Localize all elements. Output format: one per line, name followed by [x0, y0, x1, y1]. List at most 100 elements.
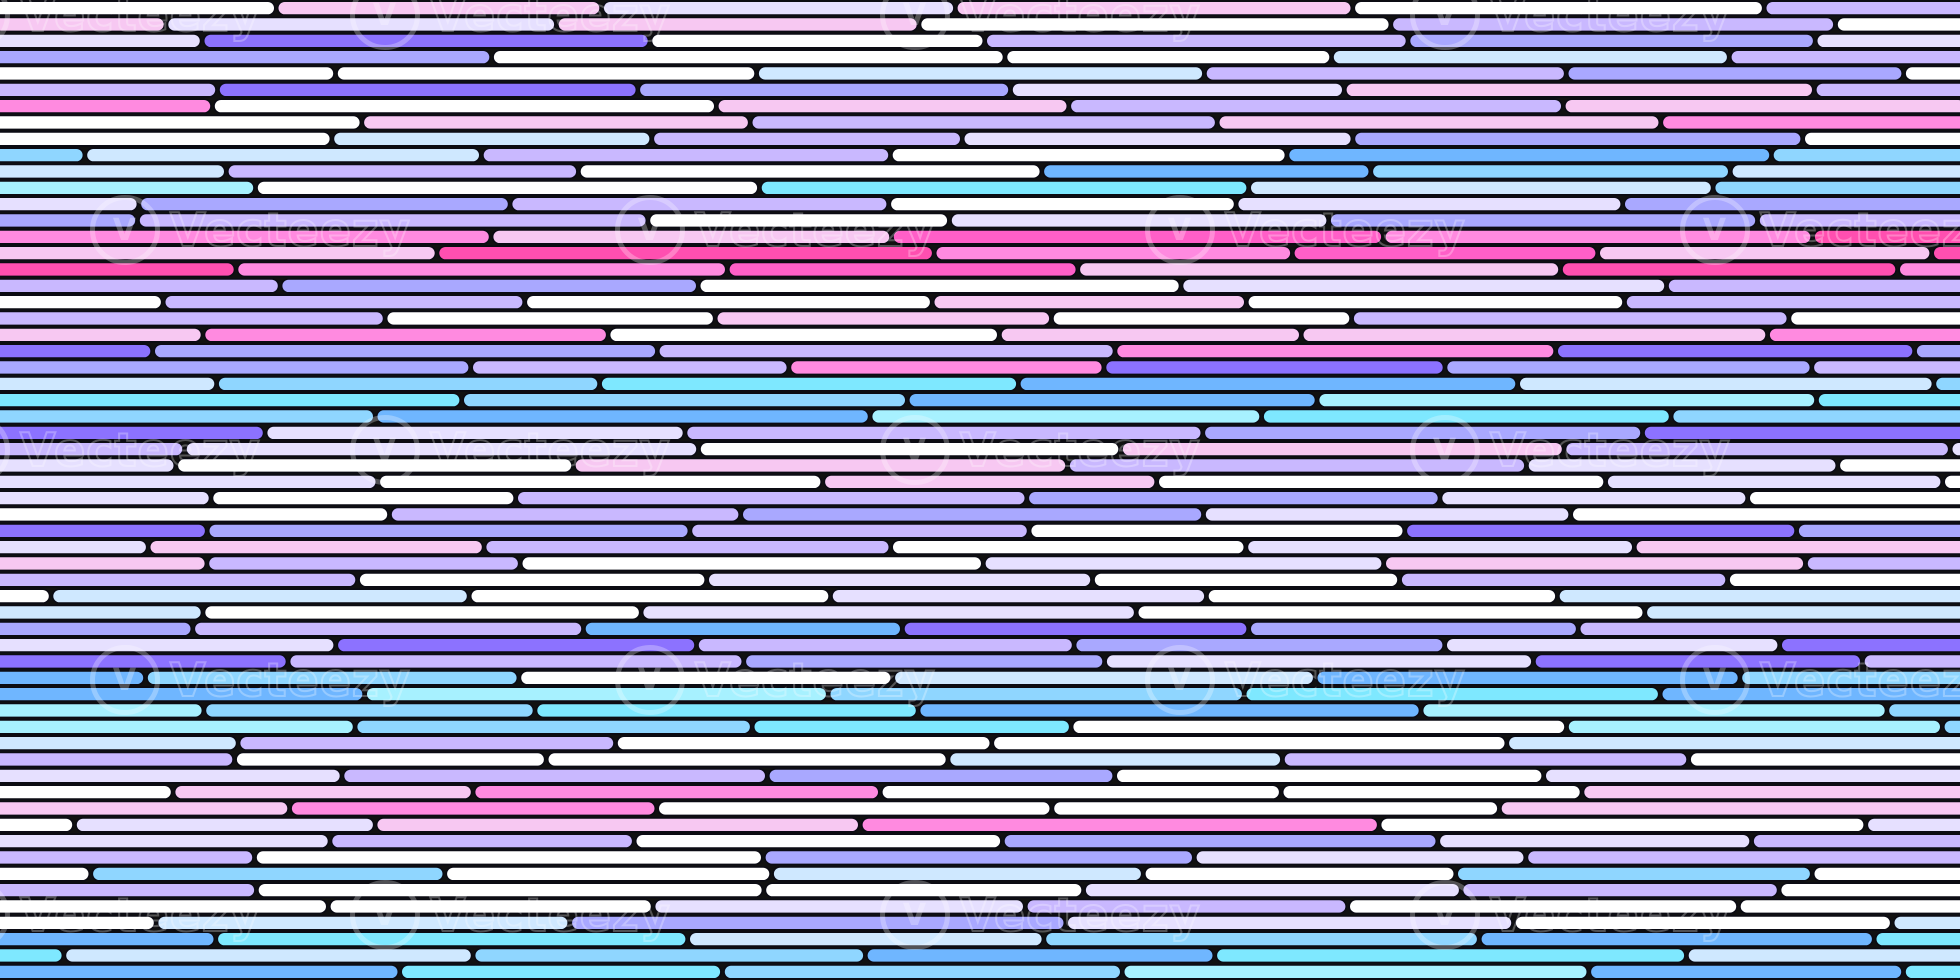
pattern-bar: [685, 425, 1203, 441]
pattern-bar: [1768, 327, 1960, 343]
pattern-bar: [1813, 229, 1960, 245]
pattern-bar: [699, 441, 1120, 457]
pattern-bar: [0, 653, 288, 670]
pattern-bar: [156, 915, 570, 931]
pattern-bar: [0, 49, 491, 65]
pattern-bar: [332, 131, 651, 147]
pattern-bar: [328, 898, 653, 915]
pattern-bar: [1567, 719, 1942, 735]
pattern-bar: [0, 82, 217, 98]
pattern-bar: [760, 180, 1249, 196]
pattern-bar: [1561, 261, 1897, 278]
pattern-bar: [1739, 898, 1960, 915]
pattern-bar: [789, 359, 1104, 376]
pattern-bar: [355, 719, 752, 735]
pattern-bar: [1115, 343, 1555, 359]
pattern-bar: [650, 33, 985, 49]
pattern-bar: [437, 245, 934, 261]
pattern-bar: [0, 523, 207, 539]
pattern-bar: [1740, 670, 1960, 686]
pattern-bar: [1589, 964, 1903, 980]
pattern-bar: [471, 359, 789, 376]
pattern-bar: [1815, 33, 1960, 49]
pattern-bar: [716, 98, 1069, 114]
pattern-bar: [0, 441, 184, 457]
pattern-bar: [0, 131, 332, 147]
pattern-bar: [473, 947, 865, 964]
pattern-bar: [0, 572, 357, 588]
pattern-bar: [1932, 245, 1960, 261]
pattern-bar: [831, 588, 1206, 604]
pattern-bar: [1084, 882, 1461, 898]
pattern-bar: [0, 637, 335, 653]
pattern-bar: [362, 114, 750, 131]
pattern-bar: [763, 849, 1194, 866]
pattern-bar: [1566, 65, 1903, 82]
pattern-bar: [519, 670, 893, 686]
pattern-bar: [1408, 33, 1815, 49]
pattern-bar: [1661, 114, 1960, 131]
pattern-bar: [1527, 457, 1838, 474]
pattern-bar: [0, 588, 51, 604]
pattern-bar: [767, 768, 1114, 784]
pattern-bar: [256, 180, 759, 196]
pattern-bar: [1623, 196, 1960, 212]
pattern-bar: [1731, 163, 1960, 180]
pattern-bar: [218, 82, 638, 98]
pattern-bar: [138, 212, 648, 229]
pattern-bar: [203, 327, 608, 343]
pattern-bar: [1898, 261, 1960, 278]
pattern-bar: [1461, 882, 1779, 898]
pattern-bar: [238, 735, 615, 751]
pattern-bar: [0, 506, 389, 523]
pattern-bar: [0, 490, 211, 506]
pattern-bar: [0, 16, 166, 33]
pattern-bar: [955, 0, 1353, 16]
pattern-bar: [510, 196, 889, 212]
pattern-bar: [1421, 702, 1887, 719]
pattern-bar: [715, 310, 1051, 327]
pattern-bar: [983, 555, 1383, 572]
pattern-bar: [1582, 784, 1960, 800]
pattern-bar: [1105, 653, 1533, 670]
pattern-bar: [1348, 898, 1738, 915]
pattern-bar: [891, 147, 1287, 163]
pattern-bar: [893, 670, 1315, 686]
pattern-bar: [1534, 653, 1862, 670]
pattern-bar: [1157, 474, 1605, 490]
pattern-bar: [1571, 506, 1960, 523]
pattern-bar: [153, 343, 657, 359]
pattern-bar: [1026, 898, 1348, 915]
pattern-bar: [1578, 621, 1960, 637]
pattern-bar: [525, 294, 932, 310]
pattern-bar: [516, 490, 1027, 506]
pattern-bar: [473, 784, 880, 800]
pattern-bar: [870, 408, 1261, 425]
pattern-bar: [1379, 817, 1865, 833]
pattern-bar: [1052, 800, 1499, 817]
pattern-bar: [1915, 343, 1960, 359]
pattern-bar: [727, 261, 1078, 278]
pattern-bar: [1803, 131, 1960, 147]
pattern-bar: [772, 866, 1143, 882]
pattern-bar: [1122, 964, 1589, 980]
pattern-bar: [185, 441, 698, 457]
pattern-bar: [1317, 392, 1816, 408]
pattern-bar: [1667, 278, 1960, 294]
pattern-bar: [290, 800, 657, 817]
pattern-bar: [173, 784, 473, 800]
pattern-bar: [0, 294, 163, 310]
pattern-bar: [0, 539, 148, 555]
pattern-bar: [1204, 506, 1571, 523]
pattern-bar: [1445, 359, 1812, 376]
pattern-bar: [1836, 16, 1960, 33]
pattern-bar: [1606, 474, 1942, 490]
pattern-bar: [1687, 947, 1960, 964]
pattern-bar: [1904, 964, 1960, 980]
pattern-bar: [1115, 768, 1543, 784]
pattern-bar: [962, 131, 1353, 147]
pattern-bar: [891, 539, 1246, 555]
pattern-bar: [574, 457, 1067, 474]
pattern-bar: [1332, 49, 1729, 65]
pattern-bar: [216, 931, 687, 947]
